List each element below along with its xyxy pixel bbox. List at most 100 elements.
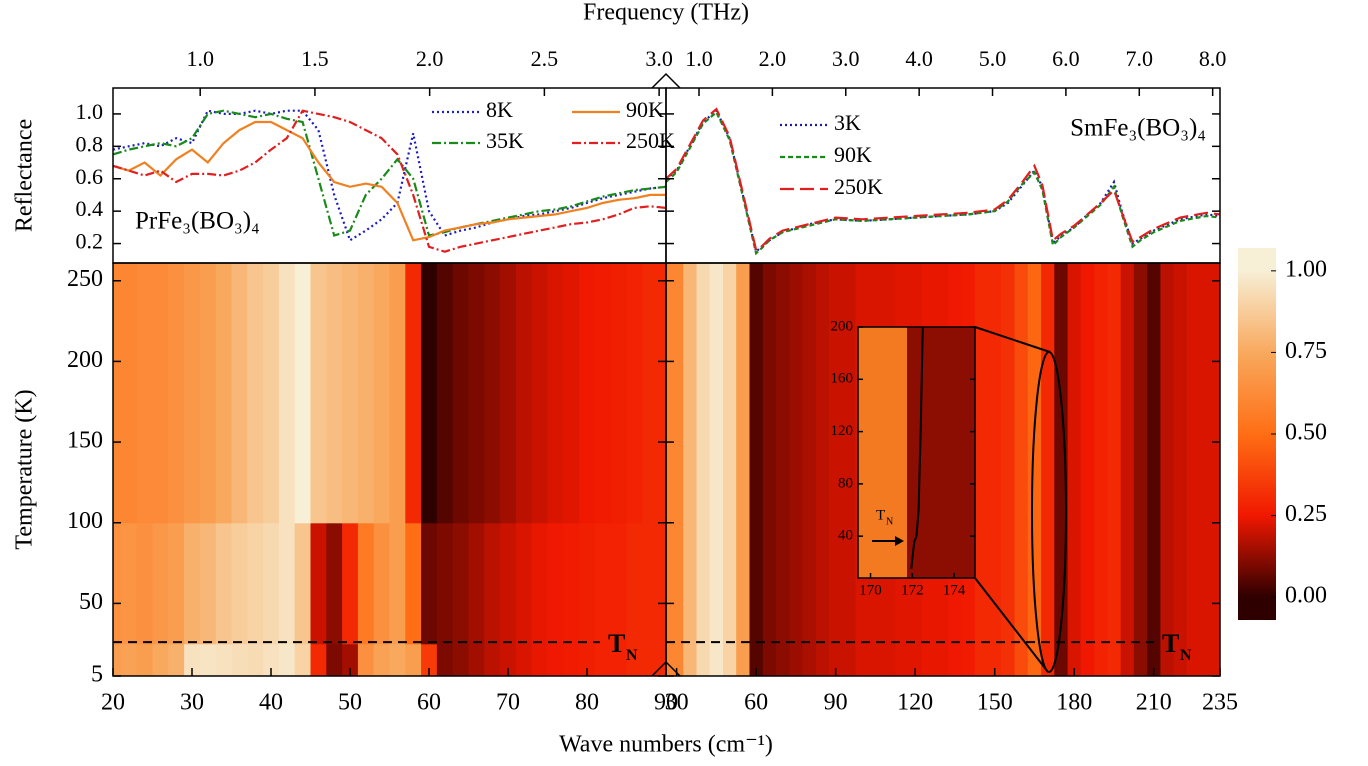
legend-label: 250K	[834, 174, 883, 199]
heatmap-cell	[1001, 263, 1016, 676]
heatmap-cell	[500, 643, 517, 676]
heatmap-cell	[1067, 263, 1082, 676]
x-tick-label: 170	[859, 582, 882, 598]
heatmap-cell	[1027, 263, 1042, 676]
heatmap-cell	[405, 522, 422, 645]
heatmap-cell	[136, 522, 154, 645]
x2-tick-label: 4.0	[905, 46, 933, 71]
heatmap-cell	[452, 263, 470, 524]
heatmap-cell	[421, 263, 438, 524]
colorbar-tick-label: 0.00	[1285, 583, 1327, 609]
heatmap-cell	[1094, 263, 1108, 676]
heatmap-cell	[531, 643, 549, 676]
plot-lines	[910, 327, 924, 569]
y-tick-label: 250	[67, 266, 103, 292]
heatmap-cell	[113, 643, 122, 676]
zoom-connector	[974, 577, 1049, 673]
x2-axis-label: Frequency (THz)	[583, 0, 749, 26]
heatmap-cell	[247, 522, 264, 645]
heatmap-cell	[278, 522, 296, 645]
heatmap-cell	[152, 263, 169, 524]
heatmap-cell	[484, 643, 501, 676]
x2-tick-label: 1.0	[685, 46, 713, 71]
heatmap-cell	[373, 643, 391, 676]
heatmap-cell	[610, 263, 628, 524]
y-tick-label: 160	[831, 371, 854, 387]
heatmap-cell	[531, 263, 549, 524]
heatmap-cell	[683, 263, 698, 676]
plot-frame	[112, 87, 667, 264]
plot-frame	[665, 262, 1221, 677]
heatmap-cell	[610, 522, 628, 645]
heatmap-cell	[1200, 263, 1214, 676]
heatmap-cell	[452, 522, 470, 645]
heatmap-cell	[342, 522, 359, 645]
heatmap-cell	[357, 643, 375, 676]
heatmap-cell	[658, 522, 666, 645]
x2-tick-label: 3.0	[832, 46, 860, 71]
x-tick-label: 60	[744, 690, 768, 716]
heatmap-cell	[789, 263, 804, 676]
heatmap-cell	[594, 522, 612, 645]
heatmap-cell	[776, 263, 790, 676]
heatmap-cell	[579, 643, 596, 676]
heatmap-cell	[749, 263, 764, 676]
x-tick-label: 80	[575, 690, 599, 716]
tn-label-sub: N	[626, 647, 638, 664]
x-tick-label: 20	[101, 690, 125, 716]
heatmap-cell	[736, 263, 751, 676]
heatmap-cell	[626, 263, 643, 524]
legend-label: 3K	[834, 110, 861, 135]
x2-tick-label: 2.0	[416, 46, 444, 71]
heatmap-cell	[357, 263, 375, 524]
heatmap-cell	[199, 263, 217, 524]
x2-tick-label: 1.0	[186, 46, 214, 71]
heatmap-cell	[642, 263, 659, 524]
heatmap-cell	[579, 263, 596, 524]
x2-tick-label: 5.0	[979, 46, 1007, 71]
heatmap-cell	[468, 643, 485, 676]
x2-tick-label: 6.0	[1052, 46, 1080, 71]
heatmap-cell	[263, 643, 280, 676]
heatmap-cell	[1041, 263, 1055, 676]
heatmap-cell	[120, 522, 138, 645]
x2-tick-label: 7.0	[1126, 46, 1154, 71]
heatmap-cell	[215, 643, 233, 676]
y-tick-label: 150	[67, 428, 103, 454]
heatmap-cell	[468, 522, 485, 645]
heatmap-cell	[184, 522, 201, 645]
heatmap-cell	[1213, 263, 1220, 676]
heatmap-cell	[626, 643, 643, 676]
y-tick-label: 120	[831, 423, 854, 439]
heatmap-cell	[515, 263, 533, 524]
heatmap-cell	[278, 263, 296, 524]
heatmap-cell	[594, 263, 612, 524]
heatmap-cell	[515, 522, 533, 645]
heatmap-cell	[1120, 263, 1135, 676]
heatmap-cell	[762, 263, 777, 676]
heatmap-cell	[120, 643, 138, 676]
heatmap-cell	[152, 522, 169, 645]
heatmap-cell	[642, 643, 659, 676]
tn-label: T	[876, 507, 885, 523]
tn-label-sub: N	[886, 516, 893, 527]
x-tick-label: 70	[496, 690, 520, 716]
x-tick-label: 210	[1136, 690, 1172, 716]
y-tick-label: 5	[91, 662, 103, 688]
heatmap-cell	[709, 263, 724, 676]
y-tick-label: 100	[67, 508, 103, 534]
heatmap-cell	[500, 263, 517, 524]
heatmap-cell	[199, 522, 217, 645]
heatmap-cell	[184, 643, 201, 676]
y-tick-label: 200	[67, 347, 103, 373]
heatmap-cell	[531, 522, 549, 645]
heatmap-cell	[579, 522, 596, 645]
heatmap-cell	[1160, 263, 1175, 676]
plot-lines	[666, 107, 1220, 256]
x2-tick-label: 8.0	[1199, 46, 1227, 71]
heatmap-cell	[484, 263, 501, 524]
tn-label-sub: N	[1180, 647, 1192, 664]
heatmap-cell	[199, 643, 217, 676]
heatmap-cell	[468, 263, 485, 524]
x-tick-label: 40	[259, 690, 283, 716]
